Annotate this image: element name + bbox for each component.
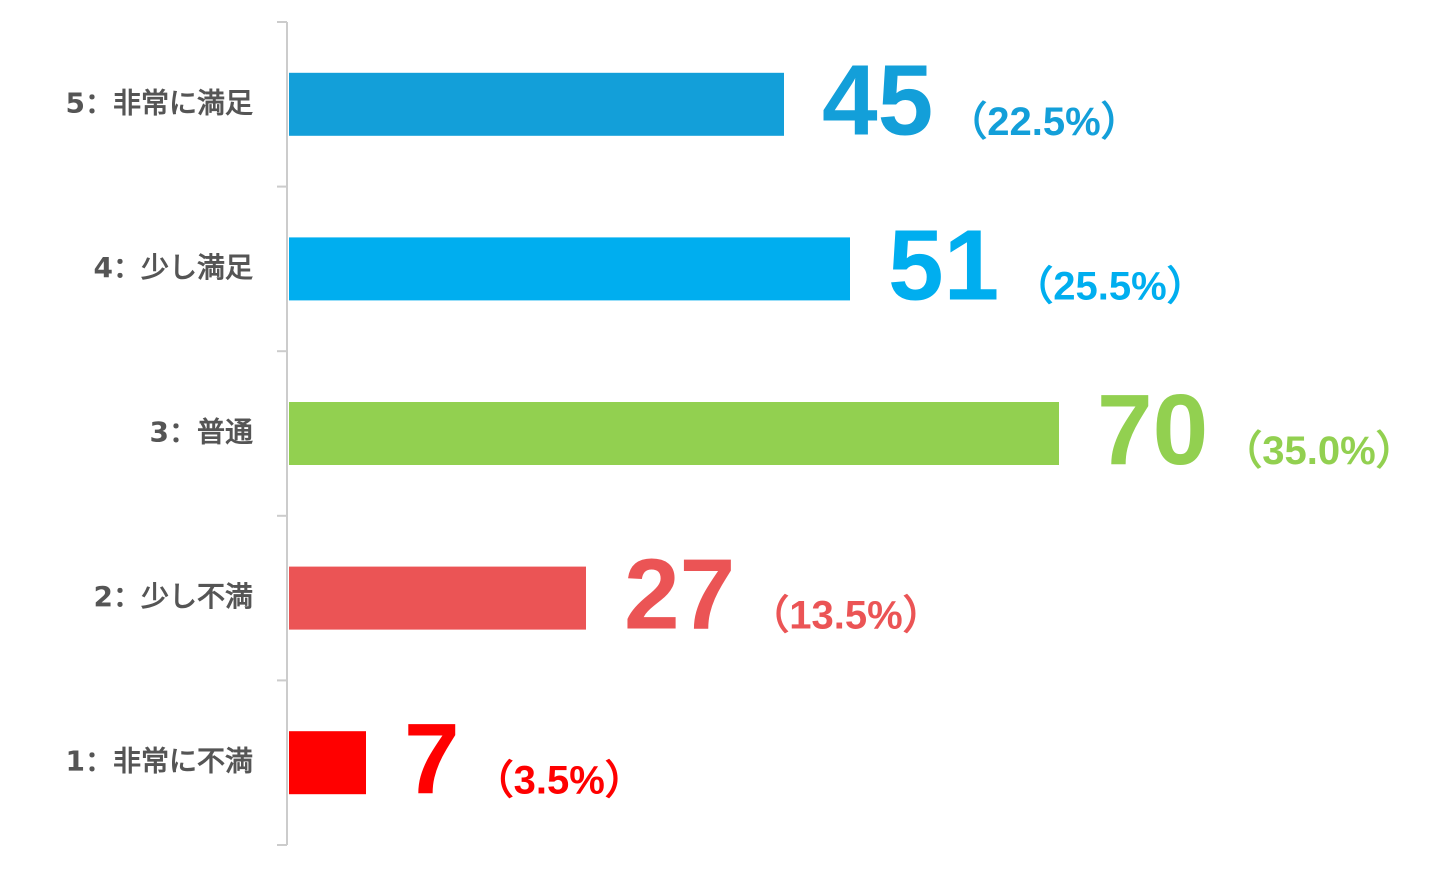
share-label: （22.5%） — [947, 100, 1140, 144]
value-label: 70 — [1097, 374, 1208, 486]
bar — [289, 402, 1059, 465]
bar — [289, 72, 784, 136]
share-label: （13.5%） — [749, 594, 942, 638]
share-label: （35.0%） — [1222, 429, 1415, 473]
category-label: 5：非常に満足 — [66, 86, 253, 119]
value-label: 27 — [624, 539, 735, 651]
category-label: 3：普通 — [150, 416, 253, 449]
value-label: 45 — [822, 45, 933, 157]
value-label: 7 — [404, 703, 460, 815]
share-label: （25.5%） — [1013, 264, 1206, 308]
bar — [289, 237, 850, 301]
bar — [289, 566, 586, 630]
category-label: 4：少し満足 — [94, 251, 253, 284]
bar — [289, 731, 366, 795]
category-label: 1：非常に不満 — [66, 745, 253, 778]
value-label: 51 — [888, 209, 999, 321]
category-label: 2：少し不満 — [94, 580, 253, 613]
share-label: （3.5%） — [474, 758, 645, 802]
